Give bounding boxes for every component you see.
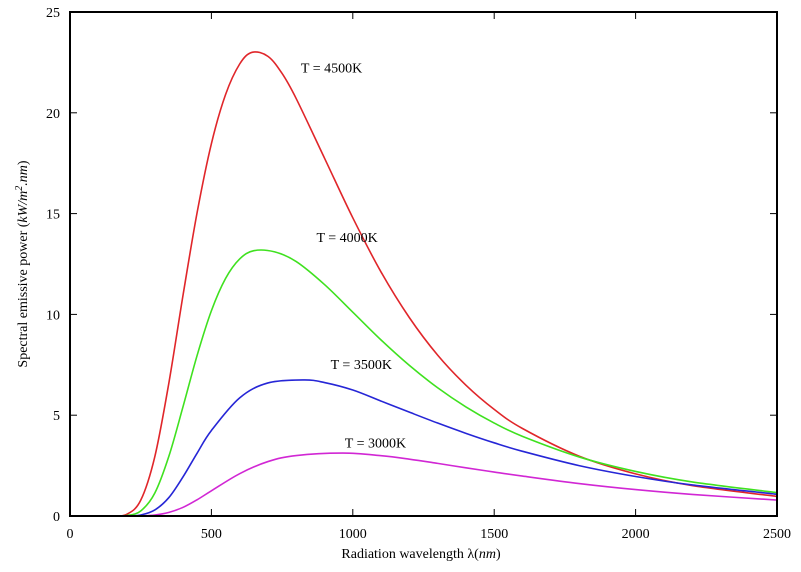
- y-tick-label: 25: [46, 6, 60, 21]
- series-line-3000k: [140, 452, 778, 517]
- y-tick-label: 15: [46, 208, 60, 223]
- series-label-3000k: T = 3000K: [345, 436, 406, 451]
- x-axis-title: Radiation wavelength λ(nm): [341, 547, 501, 562]
- series-label-4000k: T = 4000K: [316, 231, 377, 246]
- y-axis-title: Spectral emissive power (kW/m2.nm): [14, 160, 31, 368]
- series-label-4500k: T = 4500K: [301, 61, 362, 76]
- series-line-4000k: [112, 249, 778, 517]
- plot-frame: [69, 11, 778, 517]
- x-tick-label: 1000: [339, 527, 367, 542]
- y-tick-label: 10: [46, 308, 60, 323]
- y-tick-label: 20: [46, 107, 60, 122]
- series-label-3500k: T = 3500K: [331, 358, 392, 373]
- ticks-layer: 0 500 1000 1500 2000 2500 0 5 10 15 20 25: [46, 6, 791, 542]
- x-tick-label: 2500: [763, 527, 791, 542]
- x-tick-label: 2000: [622, 527, 650, 542]
- x-tick-label: 1500: [480, 527, 508, 542]
- y-tick-label: 0: [53, 510, 60, 525]
- series-line-3500k: [126, 379, 778, 517]
- labels-layer: T = 4500K T = 4000K T = 3500K T = 3000K: [301, 61, 406, 451]
- x-tick-label: 500: [201, 527, 222, 542]
- y-tick-label: 5: [53, 409, 60, 424]
- x-tick-label: 0: [67, 527, 74, 542]
- series-line-4500k: [112, 51, 778, 517]
- curves-layer: [112, 51, 778, 517]
